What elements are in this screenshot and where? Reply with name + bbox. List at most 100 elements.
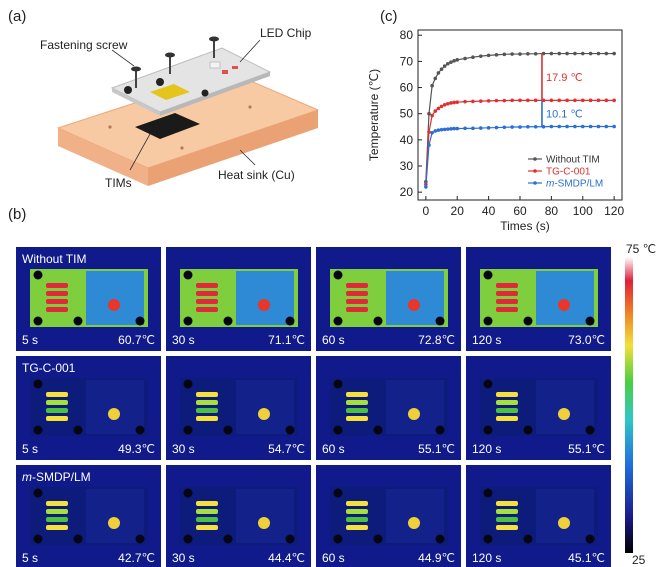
screw-hole [333,534,343,544]
legend-entry: Without TIM [546,155,600,166]
led-hotspot [346,525,368,530]
board-region [86,271,144,325]
elapsed-time: 5 s [22,551,39,565]
series-point [526,124,530,129]
screw-hole [73,425,83,435]
screw-hole [108,125,112,129]
series-point [580,51,585,56]
component-hotspot [108,408,120,420]
series-point [557,51,562,56]
thermal-image: TG-C-001 5 s 49.3℃ [16,356,161,460]
series-point [430,113,434,118]
board-region [386,380,444,434]
screw-hole [523,534,533,544]
led-hotspot [496,392,518,397]
series-point [604,98,609,103]
callout-fastening-screw: Fastening screw [40,38,128,52]
led-hotspot [46,525,68,530]
leader-line [111,49,135,67]
series-point [439,104,444,109]
exploded-assembly-drawing [56,36,320,186]
led-hotspot [196,307,218,312]
led-hotspot [196,408,218,413]
thermal-heatmap [330,487,448,545]
max-temperature: 55.1℃ [418,442,455,456]
screw-hole [333,270,343,280]
legend-swatch-point [533,181,537,185]
screw-hole [585,425,595,435]
led-chip [150,84,190,100]
x-tick-label: 40 [482,204,496,218]
sample-name: m-SMDP/LM [22,470,91,484]
led-hotspot [196,400,218,405]
series-point [439,67,444,72]
led-hotspot [496,291,518,296]
component-hotspot [408,517,420,529]
led-hotspot [346,291,368,296]
led-hotspot [496,307,518,312]
board-region [386,271,444,325]
series-point [446,127,450,131]
led-hotspot [46,400,68,405]
screw-hole [33,379,43,389]
series-point [478,54,483,58]
series-point [427,130,431,134]
series-point [455,100,460,104]
series-point [557,98,562,103]
screw-hole [285,316,295,326]
board-component [222,70,228,74]
screw-hole [483,379,493,389]
series-point [442,64,447,68]
board-region [386,489,444,543]
heatsink-side [148,110,318,186]
led-hotspot [46,307,68,312]
x-axis-label: Times (s) [500,219,550,233]
screw-hole [333,316,343,326]
series-point [565,124,569,129]
series-point [494,53,499,57]
series-point [580,124,585,129]
screw-hole [33,534,43,544]
screw-hole [333,379,343,389]
max-temperature: 72.8℃ [418,333,455,347]
screw-hole [585,316,595,326]
y-tick-label: 30 [400,159,414,173]
screw-hole [285,425,295,435]
series-point [494,98,499,103]
legend-entry: TG-C-001 [546,167,591,178]
board-region [86,489,144,543]
led-hotspot [496,283,518,288]
y-axis-label: Temperature (℃) [367,69,381,161]
thermal-image: 120 s 45.1℃ [466,465,611,567]
series-point [526,52,530,56]
series-point [478,126,483,130]
series-point [604,124,609,129]
led-hotspot [346,307,368,312]
series-point [449,101,453,105]
board-hole [156,78,164,86]
series-point [427,143,431,147]
x-tick-label: 120 [604,204,624,218]
elapsed-time: 30 s [172,442,195,456]
series-point [510,98,514,103]
led-hotspot [46,408,68,413]
series-point [565,98,569,103]
series-point [533,98,538,103]
leader-line [239,149,256,166]
board-region [236,271,294,325]
series-point [430,130,434,135]
led-hotspot [196,517,218,522]
elapsed-time: 120 s [472,442,502,456]
screw-hole [73,534,83,544]
thermal-heatmap [30,378,148,436]
series-point [449,127,453,131]
series-point [486,126,491,130]
component-hotspot [108,299,120,311]
panel-a-label: (a) [8,8,27,25]
led-hotspot [196,501,218,506]
y-tick-label: 50 [400,107,414,121]
thermal-image: 60 s 55.1℃ [316,356,461,460]
screw-hole [373,316,383,326]
thermal-heatmap [180,378,298,436]
series-point [471,55,475,59]
